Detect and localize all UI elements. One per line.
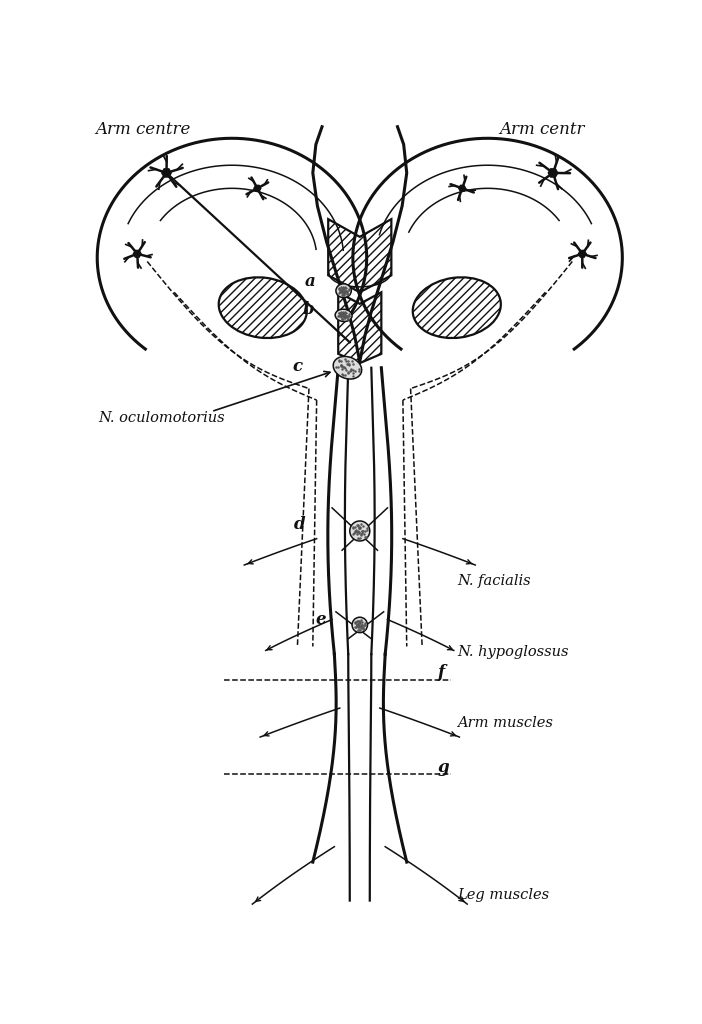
Text: a: a [305, 273, 316, 290]
Ellipse shape [335, 309, 352, 322]
Text: f: f [437, 665, 444, 681]
Polygon shape [338, 292, 381, 364]
Text: c: c [292, 357, 302, 375]
Polygon shape [133, 251, 141, 257]
Text: e: e [316, 611, 326, 628]
Text: N. oculomotorius: N. oculomotorius [99, 411, 225, 425]
Text: Leg muscles: Leg muscles [458, 888, 550, 902]
Polygon shape [329, 219, 391, 292]
Polygon shape [578, 251, 586, 257]
Ellipse shape [352, 617, 367, 633]
Polygon shape [548, 169, 558, 177]
Text: b: b [303, 301, 314, 317]
Polygon shape [254, 185, 261, 191]
Polygon shape [458, 185, 465, 191]
Text: Arm centr: Arm centr [499, 122, 585, 138]
Text: N. facialis: N. facialis [458, 573, 531, 588]
Ellipse shape [219, 278, 307, 338]
Polygon shape [161, 169, 171, 177]
Ellipse shape [350, 521, 370, 541]
Text: g: g [437, 759, 449, 776]
Ellipse shape [336, 284, 351, 298]
Text: Arm centre: Arm centre [95, 122, 191, 138]
Ellipse shape [413, 278, 501, 338]
Text: N. hypoglossus: N. hypoglossus [458, 645, 569, 658]
Text: d: d [293, 516, 305, 532]
Ellipse shape [333, 356, 362, 379]
Text: Arm muscles: Arm muscles [458, 717, 553, 730]
